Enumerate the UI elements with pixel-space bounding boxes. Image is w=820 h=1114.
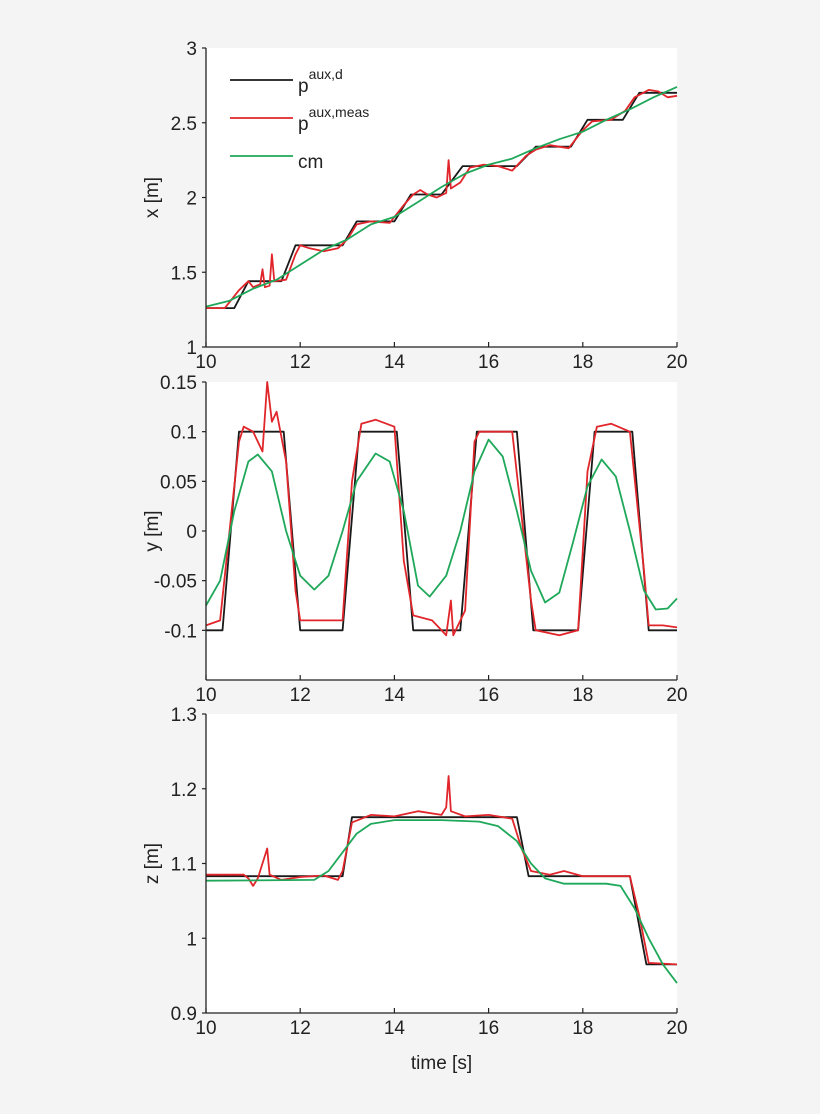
y-tick-label: 1.5 [171, 263, 197, 284]
y-tick-label: 1.2 [171, 780, 197, 801]
x-tick-label: 12 [290, 1018, 311, 1039]
series-line-measured [205, 381, 678, 637]
legend-label: paux,d [298, 66, 343, 97]
y-tick-label: 1 [186, 929, 197, 950]
y-tick-label: 1.3 [171, 705, 197, 726]
y-tick-label: 2 [186, 189, 197, 210]
legend-label-base: p [298, 76, 309, 97]
x-tick-label: 20 [666, 1018, 687, 1039]
series-line-cm [205, 819, 678, 984]
y-tick-label: -0.1 [164, 621, 197, 642]
plot-area [206, 48, 677, 347]
y-tick-label: 0.05 [160, 472, 197, 493]
plot-area [206, 382, 677, 680]
y-axis-label: x [m] [142, 177, 163, 218]
plot-area [206, 714, 677, 1013]
x-tick-label: 16 [478, 685, 499, 706]
y-tick-label: 0 [186, 522, 197, 543]
x-tick-label: 12 [290, 685, 311, 706]
y-axis-label: z [m] [142, 843, 163, 884]
subplot-2: 10 12 14 16 18 20 -0.1 -0.05 0 0.05 0.1 0.15 y [m] [142, 373, 688, 706]
x-tick-label: 10 [195, 685, 216, 706]
subplot-3: 10 12 14 16 18 20 0.9 1 1.1 1.2 1.3 z [m] time [s] [142, 705, 688, 1074]
y-tick-label: 0.1 [171, 423, 197, 444]
x-tick-label: 14 [384, 352, 406, 373]
legend-label-base: cm [298, 152, 323, 173]
legend-label: cm [298, 152, 323, 173]
series-line-desired [206, 430, 677, 632]
y-tick-label: 1 [186, 338, 197, 359]
legend-label: paux,meas [298, 104, 369, 135]
series-line-cm [205, 438, 678, 611]
x-tick-label: 18 [572, 685, 593, 706]
series-line-cm [205, 86, 678, 308]
x-tick-label: 20 [666, 685, 687, 706]
series-line-measured [206, 89, 678, 309]
legend-label-superscript: aux,meas [309, 104, 370, 120]
series-line-measured [206, 775, 678, 966]
x-tick-label: 14 [384, 1018, 406, 1039]
x-tick-label: 14 [384, 685, 406, 706]
x-tick-label: 20 [666, 352, 687, 373]
x-axis-label: time [s] [411, 1053, 472, 1074]
x-tick-label: 10 [195, 1018, 216, 1039]
x-tick-label: 16 [478, 352, 499, 373]
x-tick-label: 16 [478, 1018, 499, 1039]
x-tick-label: 18 [572, 1018, 593, 1039]
legend-label-base: p [298, 114, 309, 135]
y-tick-label: -0.05 [154, 572, 197, 593]
y-axis-label: y [m] [142, 510, 163, 551]
y-tick-label: 0.9 [171, 1004, 197, 1025]
y-tick-label: 1.1 [171, 855, 197, 876]
y-tick-label: 3 [186, 39, 197, 60]
y-tick-label: 2.5 [171, 114, 197, 135]
y-tick-label: 0.15 [160, 373, 197, 394]
x-tick-label: 10 [195, 352, 216, 373]
legend-label-superscript: aux,d [309, 66, 343, 82]
x-tick-label: 18 [572, 352, 593, 373]
x-tick-label: 12 [290, 352, 311, 373]
